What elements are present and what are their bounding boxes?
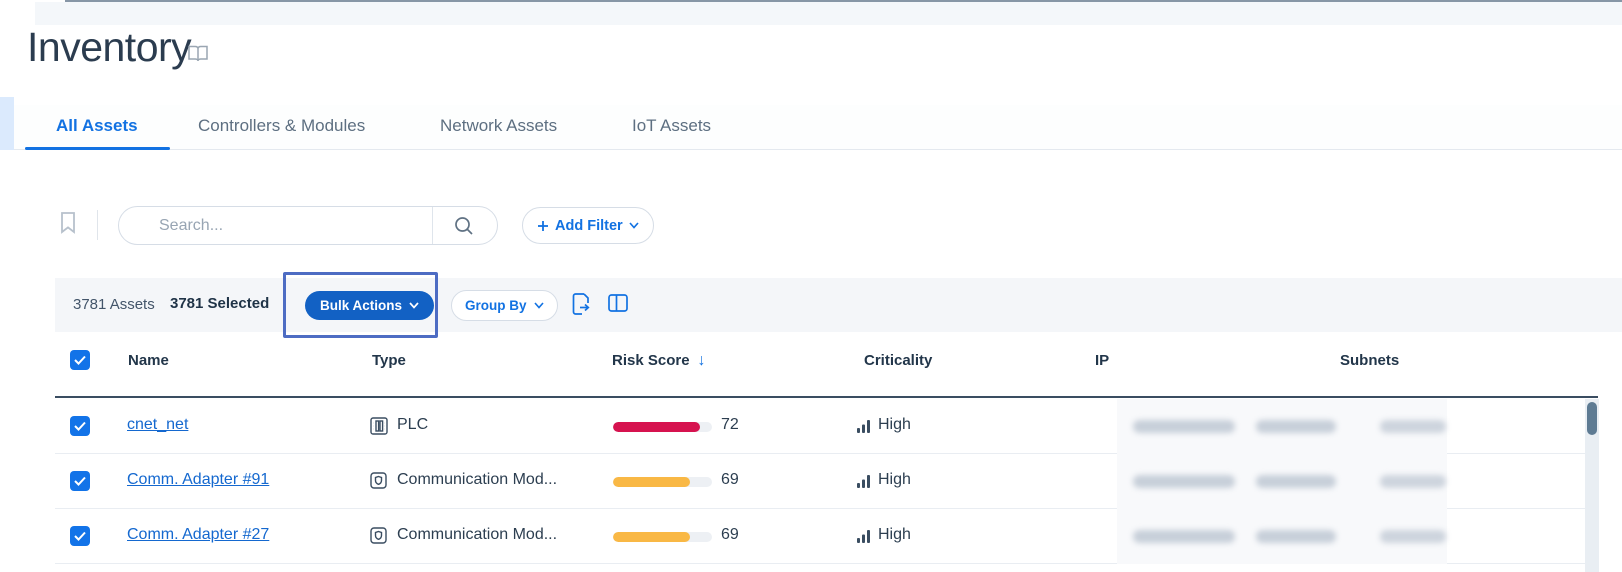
risk-score-fill <box>613 532 691 542</box>
active-tab-underline <box>25 147 170 150</box>
table-row: cnet_net PLC 72 High <box>55 399 1598 454</box>
left-highlight-strip <box>0 97 14 150</box>
chevron-down-icon <box>533 302 544 309</box>
plc-icon <box>369 416 389 436</box>
tab-bar: All Assets Controllers & Modules Network… <box>0 105 1622 150</box>
redacted-subnet-value <box>1380 420 1446 433</box>
column-header-name[interactable]: Name <box>128 352 169 369</box>
group-by-label: Group By <box>465 298 527 313</box>
bulk-actions-label: Bulk Actions <box>320 298 403 313</box>
asset-type-label: Communication Mod... <box>397 471 558 488</box>
redacted-panel <box>1117 399 1447 454</box>
tab-iot-assets[interactable]: IoT Assets <box>632 116 712 135</box>
tab-all-assets[interactable]: All Assets <box>56 116 138 135</box>
documentation-book-icon[interactable] <box>187 43 209 63</box>
asset-name-link[interactable]: cnet_net <box>127 416 189 433</box>
criticality-value: High <box>878 471 911 488</box>
sort-descending-icon[interactable]: ↓ <box>697 352 706 369</box>
columns-icon[interactable] <box>607 292 629 314</box>
table-header: Name Type Risk Score ↓ Criticality IP Sub… <box>0 332 1622 398</box>
add-filter-button[interactable]: Add Filter <box>522 207 654 244</box>
asset-name-link[interactable]: Comm. Adapter #27 <box>127 526 270 543</box>
redacted-subnet-value <box>1380 475 1446 488</box>
search-icon[interactable] <box>453 215 475 237</box>
redacted-ip-value <box>1133 420 1235 433</box>
group-by-button[interactable]: Group By <box>451 290 558 321</box>
chevron-down-icon <box>409 302 419 309</box>
criticality-bars-icon <box>857 530 871 543</box>
plus-icon <box>537 220 549 232</box>
risk-score-bar <box>613 477 712 487</box>
header-bottom-border <box>55 396 1598 398</box>
column-header-subnets[interactable]: Subnets <box>1340 352 1400 369</box>
tab-controllers-modules[interactable]: Controllers & Modules <box>198 116 366 135</box>
window-top-border <box>65 0 1622 2</box>
risk-score-value: 69 <box>721 471 739 488</box>
filter-bar-divider <box>97 210 98 240</box>
selected-count: 3781 Selected <box>170 295 270 312</box>
search-box <box>118 206 498 245</box>
redacted-ip-value <box>1256 530 1336 543</box>
risk-score-value: 69 <box>721 526 739 543</box>
module-icon <box>369 471 388 490</box>
redacted-panel <box>1117 509 1447 564</box>
redacted-panel <box>1117 454 1447 509</box>
chevron-down-icon <box>629 222 639 229</box>
criticality-value: High <box>878 416 911 433</box>
row-checkbox[interactable] <box>70 526 90 546</box>
row-checkbox[interactable] <box>70 471 90 491</box>
bookmark-icon[interactable] <box>58 211 78 235</box>
risk-score-bar <box>613 532 712 542</box>
bulk-actions-button[interactable]: Bulk Actions <box>305 291 435 320</box>
criticality-bars-icon <box>857 475 871 488</box>
column-header-risk-score[interactable]: Risk Score ↓ <box>612 352 706 369</box>
add-filter-label: Add Filter <box>555 217 623 234</box>
search-input[interactable] <box>159 216 427 235</box>
search-box-divider <box>432 207 433 244</box>
risk-score-value: 72 <box>721 416 739 433</box>
redacted-ip-value <box>1133 475 1235 488</box>
asset-type-label: PLC <box>397 416 429 433</box>
redacted-ip-value <box>1133 530 1235 543</box>
table-toolbar: 3781 Assets 3781 Selected Bulk Actions G… <box>55 278 1622 332</box>
export-icon[interactable] <box>569 292 592 316</box>
criticality-bars-icon <box>857 420 871 433</box>
column-header-criticality[interactable]: Criticality <box>864 352 933 369</box>
table-row: Comm. Adapter #91 Communication Mod... 6… <box>55 454 1598 509</box>
risk-score-bar <box>613 422 712 432</box>
page-title: Inventory <box>27 24 192 70</box>
criticality-value: High <box>878 526 911 543</box>
module-icon <box>369 526 388 545</box>
redacted-ip-value <box>1256 475 1336 488</box>
assets-count: 3781 Assets <box>73 296 155 313</box>
column-header-ip[interactable]: IP <box>1095 352 1110 369</box>
row-checkbox[interactable] <box>70 416 90 436</box>
column-header-type[interactable]: Type <box>372 352 406 369</box>
asset-name-link[interactable]: Comm. Adapter #91 <box>127 471 270 488</box>
redacted-subnet-value <box>1380 530 1446 543</box>
asset-type-label: Communication Mod... <box>397 526 558 543</box>
vertical-scrollbar[interactable] <box>1585 399 1599 572</box>
scrollbar-thumb[interactable] <box>1587 402 1597 435</box>
top-band <box>35 2 1622 25</box>
tab-network-assets[interactable]: Network Assets <box>440 116 558 135</box>
risk-score-fill <box>613 422 701 432</box>
redacted-ip-value <box>1256 420 1336 433</box>
table-row: Comm. Adapter #27 Communication Mod... 6… <box>55 509 1598 564</box>
risk-score-fill <box>613 477 691 487</box>
select-all-checkbox[interactable] <box>70 350 90 370</box>
